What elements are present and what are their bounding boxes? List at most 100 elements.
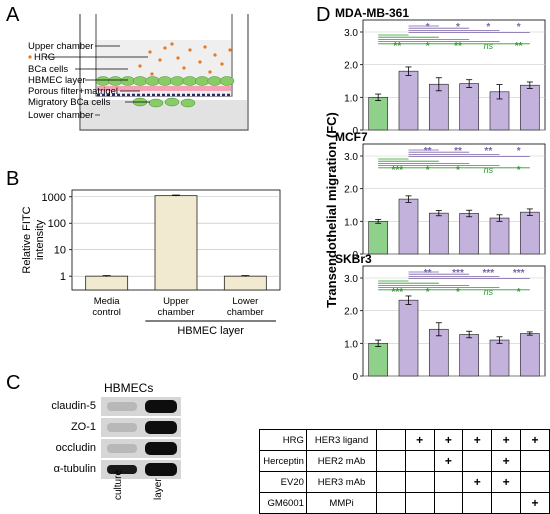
hrg-legend-dot bbox=[28, 55, 32, 59]
blot-strip bbox=[101, 397, 181, 416]
y-tick-label: 0 bbox=[352, 372, 358, 383]
agent-cell: EV20 bbox=[259, 471, 307, 493]
migratory-cell bbox=[148, 98, 164, 108]
mark-cell bbox=[462, 492, 493, 514]
x-tick-label: chamber bbox=[158, 307, 195, 318]
sig-label-green: * bbox=[456, 287, 460, 298]
y-tick-label: 1.0 bbox=[344, 217, 358, 228]
table-row: HRG HER3 ligand + + + + + bbox=[259, 429, 550, 451]
target-cell: MMPi bbox=[305, 492, 378, 514]
y-tick-label: 100 bbox=[48, 218, 66, 230]
lower-medium bbox=[81, 100, 247, 129]
hrg-dot bbox=[158, 58, 162, 62]
mark-cell: + bbox=[491, 471, 522, 493]
blot-band-culture bbox=[107, 402, 137, 411]
mark-cell bbox=[433, 471, 464, 493]
blot-row-label: ZO-1 bbox=[70, 421, 96, 433]
y-axis-label: Transendothelial migration (FC) bbox=[324, 112, 339, 308]
group-label: HBMEC layer bbox=[177, 325, 244, 337]
bar bbox=[154, 195, 198, 291]
sig-label-purple: * bbox=[517, 22, 521, 33]
sig-label-green: ** bbox=[393, 41, 401, 52]
hrg-dot bbox=[148, 50, 152, 54]
mark-cell: + bbox=[433, 450, 464, 472]
hrg-dot bbox=[138, 64, 142, 68]
y-tick-label: 3.0 bbox=[344, 28, 358, 39]
hrg-dot bbox=[170, 42, 174, 46]
y-tick-label: 0 bbox=[352, 250, 358, 261]
table-row: EV20 HER3 mAb + + bbox=[259, 471, 550, 493]
y-tick-label: 1000 bbox=[42, 192, 66, 204]
target-cell: HER3 ligand bbox=[305, 429, 378, 451]
panel-b-chart: 1101001000MediacontrolUpperchamberLowerc… bbox=[21, 189, 281, 337]
mark-cell bbox=[491, 492, 522, 514]
sig-label-purple: * bbox=[517, 146, 521, 157]
y-axis-label-text: Transendothelial migration (FC) bbox=[324, 112, 339, 308]
blot-band-layer bbox=[145, 442, 177, 455]
agent-cell: Herceptin bbox=[259, 450, 307, 472]
y-tick-label: 2.0 bbox=[344, 185, 358, 196]
y-tick-label: 10 bbox=[54, 245, 66, 257]
mark-cell bbox=[520, 450, 550, 472]
migratory-cells bbox=[132, 97, 196, 108]
outer-well bbox=[79, 14, 249, 131]
sig-label-green: ** bbox=[515, 41, 523, 52]
y-axis-label-line2: intensity bbox=[34, 219, 46, 260]
chart-title: MDA-MB-361 bbox=[335, 6, 409, 20]
hbmec-layer bbox=[97, 86, 231, 91]
hrg-dot bbox=[228, 48, 232, 52]
sig-label-purple: *** bbox=[452, 268, 464, 279]
bar bbox=[398, 299, 419, 377]
bar bbox=[459, 334, 480, 377]
sig-label-green: * bbox=[517, 165, 521, 176]
bar bbox=[519, 84, 540, 131]
hrg-dot bbox=[220, 62, 224, 66]
y-tick-label: 3.0 bbox=[344, 274, 358, 285]
mark-cell bbox=[376, 471, 406, 493]
mark-cell bbox=[376, 429, 406, 451]
panel-a-letter: A bbox=[6, 4, 20, 26]
bar bbox=[459, 213, 480, 255]
panel-a-label: Lower chamber bbox=[28, 110, 93, 121]
blot-strip bbox=[101, 418, 181, 437]
blot-band-layer bbox=[145, 463, 177, 476]
sig-label-green: ns bbox=[484, 165, 494, 175]
panel-a-label: HRG bbox=[34, 52, 55, 63]
mark-cell bbox=[404, 492, 435, 514]
mark-cell: + bbox=[462, 429, 493, 451]
sig-label-green: * bbox=[426, 41, 430, 52]
bar bbox=[368, 220, 389, 255]
sig-label-purple: * bbox=[456, 22, 460, 33]
y-tick-label: 2.0 bbox=[344, 61, 358, 72]
hrg-dots bbox=[138, 42, 232, 76]
mark-cell bbox=[520, 471, 550, 493]
plot-area bbox=[362, 19, 546, 131]
target-cell: HER2 mAb bbox=[305, 450, 378, 472]
hrg-dot bbox=[182, 66, 186, 70]
bar bbox=[398, 70, 419, 131]
plot-area bbox=[362, 265, 546, 377]
agent-cell: GM6001 bbox=[259, 492, 307, 514]
hrg-dot bbox=[188, 48, 192, 52]
sig-label-green: * bbox=[426, 287, 430, 298]
mark-cell bbox=[404, 471, 435, 493]
panel-d-letter: D bbox=[316, 4, 331, 26]
chart-title: SKBr3 bbox=[335, 252, 372, 266]
mark-cell: + bbox=[520, 429, 550, 451]
sig-label-purple: * bbox=[426, 22, 430, 33]
x-tick-label: Upper bbox=[163, 296, 189, 307]
x-tick-label: chamber bbox=[227, 307, 264, 318]
bar bbox=[489, 217, 510, 255]
migratory-cell bbox=[164, 97, 180, 107]
blot-band-layer bbox=[145, 421, 177, 434]
y-axis-label: Relative FITC intensity bbox=[21, 206, 46, 273]
y-tick-label: 0 bbox=[352, 126, 358, 137]
panel-a-label: Upper chamber bbox=[28, 41, 93, 52]
y-tick-label: 1 bbox=[60, 271, 66, 283]
mark-cell: + bbox=[491, 450, 522, 472]
panel-c-letter: C bbox=[6, 372, 21, 394]
x-tick-label: Lower bbox=[232, 296, 258, 307]
